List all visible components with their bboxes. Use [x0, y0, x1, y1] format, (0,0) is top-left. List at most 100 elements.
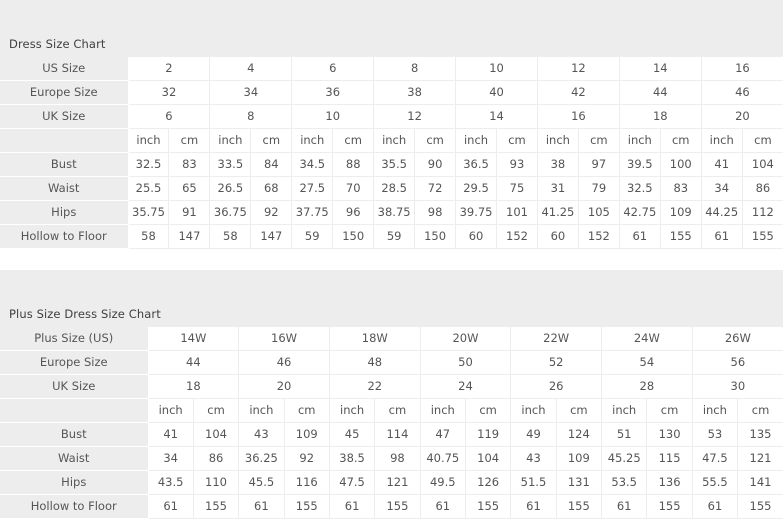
measurement-cell: 72 — [414, 176, 457, 201]
measurement-cell: 155 — [646, 494, 693, 519]
measurement-cell: 152 — [496, 224, 538, 249]
measurement-cell: 155 — [193, 494, 240, 519]
measurement-cell: 33.5 — [209, 152, 252, 177]
size-cell: 20 — [701, 104, 783, 129]
size-cell: 18 — [619, 104, 702, 129]
measurement-cell: 86 — [193, 446, 240, 471]
measurement-cell: 59 — [373, 224, 416, 249]
measurement-cell: 97 — [578, 152, 620, 177]
unit-header-cell: inch — [537, 128, 579, 153]
size-cell: 18W — [329, 327, 421, 351]
measurement-cell: 32.5 — [619, 176, 661, 201]
measurement-cell: 28.5 — [373, 176, 416, 201]
measurement-cell: 155 — [374, 494, 421, 519]
row-label: Waist — [0, 446, 149, 471]
row-label: Hips — [0, 200, 129, 225]
measurement-cell: 147 — [250, 224, 293, 249]
unit-header-cell: cm — [742, 128, 783, 153]
size-cell: 28 — [601, 374, 693, 399]
size-cell: 14 — [619, 57, 702, 81]
measurement-cell: 155 — [737, 494, 783, 519]
table-row: Hollow to Floor 61 155 61 155 61 155 61 155 61 155… — [0, 494, 783, 519]
unit-header-cell: cm — [284, 398, 330, 423]
measurement-cell: 49 — [510, 422, 557, 447]
size-cell: 4 — [209, 57, 293, 81]
measurement-cell: 96 — [332, 200, 375, 225]
measurement-cell: 60 — [455, 224, 497, 249]
measurement-cell: 75 — [496, 176, 538, 201]
table-row: Bust 41 104 43 109 45 114 47 119 49 124 51 130 53 135 — [0, 422, 783, 447]
measurement-cell: 51 — [601, 422, 648, 447]
unit-header-cell: inch — [128, 128, 170, 153]
measurement-cell: 45 — [329, 422, 376, 447]
measurement-cell: 35.5 — [373, 152, 416, 177]
measurement-cell: 155 — [465, 494, 512, 519]
measurement-cell: 98 — [414, 200, 457, 225]
measurement-cell: 41 — [701, 152, 743, 177]
measurement-cell: 155 — [284, 494, 330, 519]
measurement-cell: 119 — [465, 422, 512, 447]
measurement-cell: 83 — [660, 176, 702, 201]
measurement-cell: 38.75 — [373, 200, 416, 225]
unit-header-row: inch cm inch cm inch cm inch cm inch cm inch cm inch… — [0, 398, 783, 423]
unit-header-cell: cm — [193, 398, 240, 423]
size-cell: 24W — [601, 327, 693, 351]
unit-header-cell: cm — [737, 398, 783, 423]
size-cell: 52 — [510, 350, 603, 375]
measurement-cell: 152 — [578, 224, 620, 249]
measurement-cell: 34.5 — [291, 152, 334, 177]
row-label: Plus Size (US) — [0, 327, 149, 351]
measurement-cell: 41 — [148, 422, 194, 447]
measurement-cell: 61 — [701, 224, 743, 249]
table-row: Hollow to Floor 58 147 58 147 59 150 59 150 60 152… — [0, 224, 783, 249]
measurement-cell: 84 — [250, 152, 293, 177]
size-cell: 8 — [373, 57, 457, 81]
measurement-cell: 150 — [332, 224, 375, 249]
unit-header-cell: inch — [420, 398, 466, 423]
size-cell: 18 — [148, 374, 240, 399]
measurement-cell: 60 — [537, 224, 579, 249]
measurement-cell: 61 — [510, 494, 557, 519]
table-row: Hips 35.75 91 36.75 92 37.75 96 38.75 98 39.75 101… — [0, 200, 783, 225]
size-cell: 46 — [238, 350, 330, 375]
row-label: UK Size — [0, 104, 129, 129]
size-cell: 26W — [692, 327, 783, 351]
measurement-cell: 100 — [660, 152, 702, 177]
unit-header-cell: inch — [692, 398, 739, 423]
size-cell: 16 — [537, 104, 620, 129]
dress-size-chart-table: US Size 2 4 6 8 10 12 14 16 Europe Size 32 34 36 38 40… — [0, 57, 783, 249]
measurement-cell: 112 — [742, 200, 783, 225]
measurement-cell: 101 — [496, 200, 538, 225]
unit-header-cell: cm — [250, 128, 293, 153]
measurement-cell: 38.5 — [329, 446, 376, 471]
plus-size-dress-chart-table: Plus Size (US) 14W 16W 18W 20W 22W 24W 26W Europ… — [0, 327, 783, 519]
measurement-cell: 31 — [537, 176, 579, 201]
measurement-cell: 42.75 — [619, 200, 661, 225]
table-row: Europe Size 32 34 36 38 40 42 44 46 — [0, 80, 783, 105]
measurement-cell: 61 — [420, 494, 466, 519]
measurement-cell: 105 — [578, 200, 620, 225]
unit-header-cell: inch — [510, 398, 557, 423]
measurement-cell: 40.75 — [420, 446, 466, 471]
measurement-cell: 124 — [556, 422, 603, 447]
measurement-cell: 92 — [284, 446, 330, 471]
measurement-cell: 155 — [556, 494, 603, 519]
unit-header-cell: inch — [601, 398, 648, 423]
measurement-cell: 90 — [414, 152, 457, 177]
unit-header-cell: inch — [701, 128, 743, 153]
size-cell: 34 — [209, 80, 293, 105]
unit-header-cell: cm — [374, 398, 421, 423]
unit-header-cell: cm — [332, 128, 375, 153]
size-cell: 20W — [420, 327, 512, 351]
measurement-cell: 70 — [332, 176, 375, 201]
measurement-cell: 109 — [556, 446, 603, 471]
unit-header-cell: cm — [660, 128, 702, 153]
size-cell: 12 — [537, 57, 620, 81]
measurement-cell: 68 — [250, 176, 293, 201]
unit-row-blank-label — [0, 398, 149, 423]
measurement-cell: 130 — [646, 422, 693, 447]
measurement-cell: 44.25 — [701, 200, 743, 225]
unit-header-row: inch cm inch cm inch cm inch cm inch cm inch cm inch… — [0, 128, 783, 153]
row-label: Hollow to Floor — [0, 224, 129, 249]
